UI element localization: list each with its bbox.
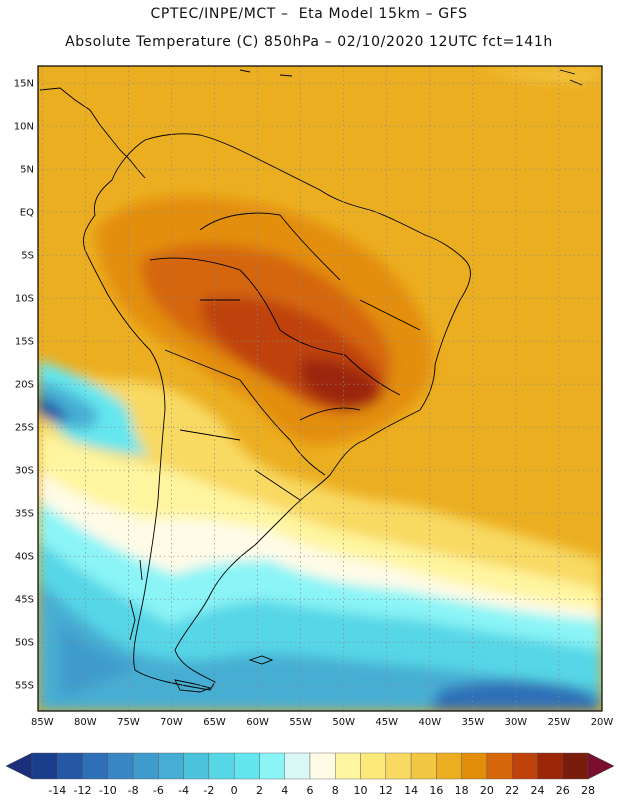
longitude-axis: 85W 80W 75W 70W 65W 60W 55W 50W 45W 40W 35W 30W 25W 2… xyxy=(31,717,613,728)
colorbar-swatch xyxy=(183,752,210,780)
colorbar-label: 12 xyxy=(379,784,393,797)
colorbar-low-arrow xyxy=(5,752,33,780)
colorbar-swatch xyxy=(385,752,412,780)
colorbar-label: 2 xyxy=(256,784,263,797)
colorbar-label: 6 xyxy=(307,784,314,797)
colorbar-label: 24 xyxy=(530,784,544,797)
colorbar-swatch xyxy=(511,752,538,780)
lat-tick-label: 15N xyxy=(14,79,34,90)
lat-tick-label: 15S xyxy=(15,337,34,348)
colorbar-label: 26 xyxy=(556,784,570,797)
lat-tick-label: 35S xyxy=(15,509,34,520)
colorbar-swatch xyxy=(360,752,387,780)
colorbar-swatch xyxy=(208,752,235,780)
map-subtitle: Absolute Temperature (C) 850hPa – 02/10/… xyxy=(65,34,553,50)
colorbar-swatch xyxy=(335,752,361,780)
colorbar-label: -6 xyxy=(153,784,164,797)
colorbar-label: -2 xyxy=(203,784,214,797)
colorbar-swatch xyxy=(410,752,437,780)
colorbar-high-arrow xyxy=(587,752,615,780)
lon-tick-label: 70W xyxy=(160,717,183,728)
lat-tick-label: 10S xyxy=(15,294,34,305)
colorbar-label: 4 xyxy=(281,784,288,797)
lon-tick-label: 60W xyxy=(246,717,269,728)
map-frame xyxy=(37,65,603,712)
lat-tick-label: 10N xyxy=(14,122,34,133)
colorbar-swatch xyxy=(233,752,260,780)
colorbar-swatch xyxy=(31,752,58,780)
colorbar-swatch xyxy=(284,752,311,780)
lon-tick-label: 80W xyxy=(74,717,97,728)
colorbar-swatch xyxy=(82,752,109,780)
colorbar-swatch xyxy=(486,752,513,780)
lat-tick-label: 25S xyxy=(15,423,34,434)
colorbar-swatch xyxy=(309,752,336,780)
colorbar-label: 8 xyxy=(332,784,339,797)
colorbar-label: 20 xyxy=(480,784,494,797)
colorbar-label: 10 xyxy=(354,784,368,797)
lon-tick-label: 40W xyxy=(418,717,441,728)
lat-tick-label: EQ xyxy=(20,208,34,219)
colorbar-label: -4 xyxy=(178,784,189,797)
colorbar-swatch xyxy=(158,752,184,780)
lon-tick-label: 25W xyxy=(548,717,571,728)
lon-tick-label: 35W xyxy=(462,717,485,728)
colorbar: -14 -12 -10 -8 -6 -4 -2 0 2 4 6 8 10 12 14 16 18 20 22 24 26… xyxy=(5,752,615,797)
coastlines xyxy=(39,69,583,693)
temperature-map: 15N 10N 5N EQ 5S 10S 15S 20S 25S 30S 35S 40S 45S 50S 5… xyxy=(5,65,615,797)
colorbar-label: -10 xyxy=(99,784,117,797)
lat-tick-label: 5S xyxy=(21,251,34,262)
colorbar-swatch xyxy=(259,752,285,780)
colorbar-swatch xyxy=(436,752,462,780)
lon-tick-label: 30W xyxy=(505,717,528,728)
lat-tick-label: 30S xyxy=(15,466,34,477)
colorbar-label: 22 xyxy=(505,784,519,797)
temperature-field xyxy=(38,66,602,711)
colorbar-label: 14 xyxy=(404,784,418,797)
lat-tick-label: 40S xyxy=(15,552,34,563)
lat-tick-label: 50S xyxy=(15,638,34,649)
map-title: CPTEC/INPE/MCT – Eta Model 15km – GFS xyxy=(150,6,468,22)
lon-tick-label: 45W xyxy=(375,717,398,728)
lat-tick-label: 20S xyxy=(15,380,34,391)
lon-tick-label: 55W xyxy=(289,717,312,728)
colorbar-label: 16 xyxy=(429,784,443,797)
colorbar-label: -8 xyxy=(128,784,139,797)
lon-tick-label: 65W xyxy=(203,717,226,728)
colorbar-swatch xyxy=(132,752,159,780)
colorbar-swatch xyxy=(562,752,589,780)
lat-tick-label: 5N xyxy=(20,165,34,176)
latitude-axis: 15N 10N 5N EQ 5S 10S 15S 20S 25S 30S 35S 40S 45S 50S 5… xyxy=(14,79,34,692)
lon-tick-label: 20W xyxy=(591,717,614,728)
lon-tick-label: 50W xyxy=(332,717,355,728)
colorbar-swatch xyxy=(107,752,134,780)
lon-tick-label: 75W xyxy=(117,717,140,728)
colorbar-swatch xyxy=(461,752,488,780)
lat-tick-label: 45S xyxy=(15,595,34,606)
colorbar-swatch xyxy=(537,752,563,780)
lon-tick-label: 85W xyxy=(31,717,54,728)
lat-tick-label: 55S xyxy=(15,681,34,692)
colorbar-label: 28 xyxy=(581,784,595,797)
colorbar-label: 0 xyxy=(231,784,238,797)
colorbar-label: 18 xyxy=(455,784,469,797)
colorbar-label: -14 xyxy=(48,784,66,797)
colorbar-swatch xyxy=(57,752,83,780)
colorbar-label: -12 xyxy=(74,784,92,797)
